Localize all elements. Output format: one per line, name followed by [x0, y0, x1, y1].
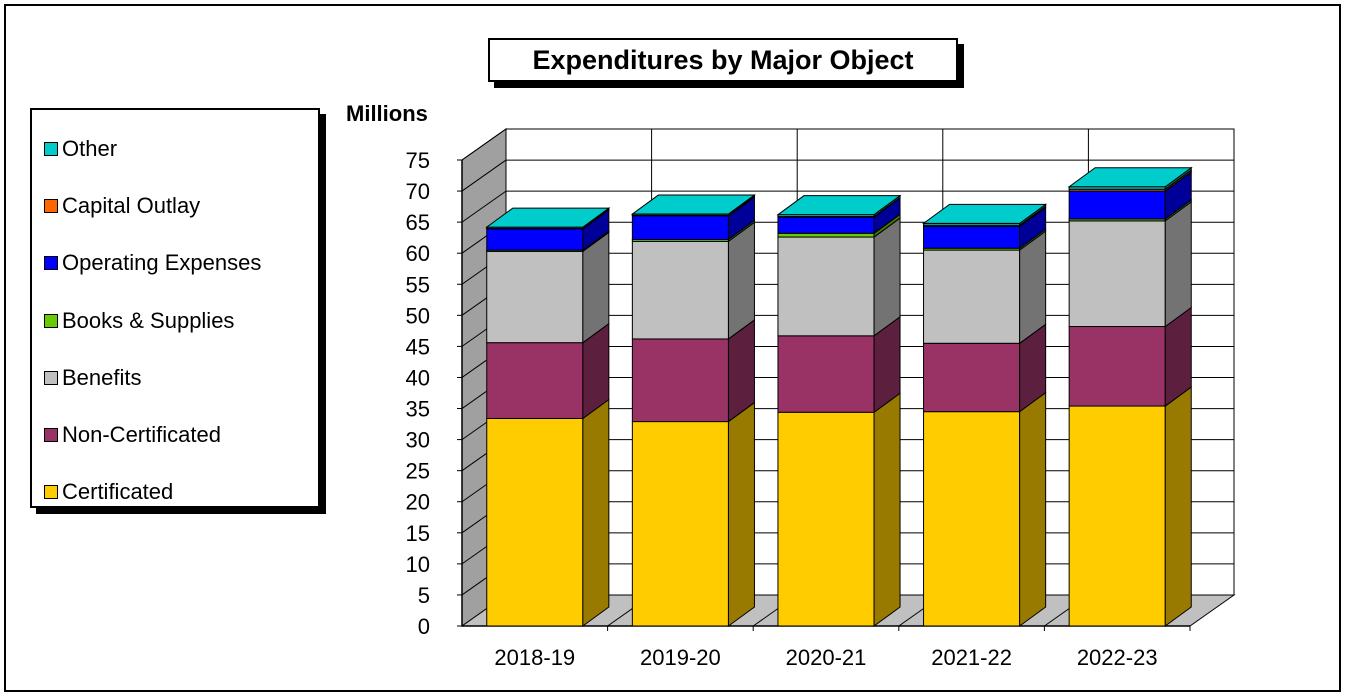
legend-swatch	[44, 141, 58, 156]
legend-item: Benefits	[32, 349, 318, 406]
legend-item: Capital Outlay	[32, 177, 318, 234]
y-tick-label: 75	[406, 148, 430, 173]
bar-top	[1067, 167, 1193, 188]
legend-item: Other	[32, 120, 318, 177]
x-tick-label: 2022-23	[1077, 645, 1158, 670]
legend-swatch	[44, 485, 58, 500]
bar-segment-side	[873, 217, 901, 337]
chart-title-box: Expenditures by Major Object	[488, 38, 958, 82]
legend-swatch	[44, 370, 58, 385]
legend-label: Capital Outlay	[62, 192, 201, 218]
y-tick-label: 60	[406, 241, 430, 266]
y-tick-label: 35	[406, 397, 430, 422]
legend-label: Certificated	[62, 479, 174, 505]
y-tick-label: 45	[406, 334, 430, 359]
x-tick-label: 2019-20	[640, 645, 721, 670]
y-tick-label: 5	[418, 583, 430, 608]
legend-label: Other	[62, 135, 118, 161]
bar-segment-front	[923, 225, 1021, 249]
y-tick-label: 15	[406, 521, 430, 546]
bar-segment-front	[923, 411, 1021, 627]
bar-segment-side	[1019, 391, 1047, 627]
gridline-side	[461, 159, 507, 192]
bar-top	[630, 194, 756, 215]
bar-segment-front	[486, 228, 584, 251]
y-tick-label: 55	[406, 272, 430, 297]
legend-item: Certificated	[32, 464, 318, 521]
bar-segment-front	[777, 236, 875, 337]
legend-swatch	[44, 256, 58, 271]
y-tick-label: 20	[406, 490, 430, 515]
bar-segment-front	[486, 342, 584, 419]
y-tick-label: 25	[406, 459, 430, 484]
legend-item: Non-Certificated	[32, 406, 318, 463]
y-tick-label: 50	[406, 303, 430, 328]
bar-top	[776, 195, 902, 216]
bar-segment-side	[1019, 230, 1047, 345]
bar-segment-front	[1068, 326, 1166, 407]
bar-segment-front	[1068, 220, 1166, 328]
bar-segment-front	[631, 215, 729, 241]
legend-item: Operating Expenses	[32, 235, 318, 292]
y-tick-label: 65	[406, 210, 430, 235]
bar-segment-side	[582, 398, 610, 627]
legend: Other Capital Outlay Operating Expenses Boo…	[30, 108, 320, 508]
x-tick-label: 2020-21	[786, 645, 867, 670]
bar-top	[485, 207, 611, 228]
bar-segment-side	[1164, 200, 1192, 328]
bar-segment-side	[1164, 386, 1192, 627]
bar-top	[922, 203, 1048, 224]
x-tick-label: 2018-19	[494, 645, 575, 670]
bar-segment-front	[1068, 405, 1166, 627]
bar-segment-front	[1068, 190, 1166, 220]
y-axis-unit-label: Millions	[346, 101, 428, 126]
bar-segment-front	[777, 216, 875, 234]
x-tick-label: 2021-22	[931, 645, 1012, 670]
legend-swatch	[44, 198, 58, 213]
legend-label: Benefits	[62, 364, 142, 390]
y-tick-label: 30	[406, 428, 430, 453]
bar-segment-side	[727, 401, 755, 627]
legend-label: Non-Certificated	[62, 422, 221, 448]
bar-segment-side	[873, 392, 901, 627]
legend-swatch	[44, 313, 58, 328]
legend-label: Operating Expenses	[62, 250, 262, 276]
bar-segment-front	[631, 421, 729, 627]
legend-item: Books & Supplies	[32, 292, 318, 349]
gridline-side	[461, 128, 507, 161]
bar-segment-side	[727, 221, 755, 340]
bar-segment-front	[486, 417, 584, 627]
bar-segment-front	[777, 411, 875, 627]
legend-swatch	[44, 428, 58, 443]
y-tick-label: 10	[406, 552, 430, 577]
y-tick-label: 70	[406, 179, 430, 204]
chart-title: Expenditures by Major Object	[532, 44, 914, 75]
gridline-side	[461, 190, 507, 223]
y-tick-label: 0	[418, 614, 430, 639]
bar-segment-front	[777, 335, 875, 413]
y-tick-label: 40	[406, 365, 430, 390]
legend-label: Books & Supplies	[62, 307, 235, 333]
bar-segment-front	[923, 342, 1021, 413]
bar-segment-front	[631, 240, 729, 340]
bar-segment-front	[777, 232, 875, 238]
bar-segment-front	[486, 250, 584, 344]
bar-segment-front	[631, 338, 729, 423]
bar-segment-front	[923, 249, 1021, 344]
